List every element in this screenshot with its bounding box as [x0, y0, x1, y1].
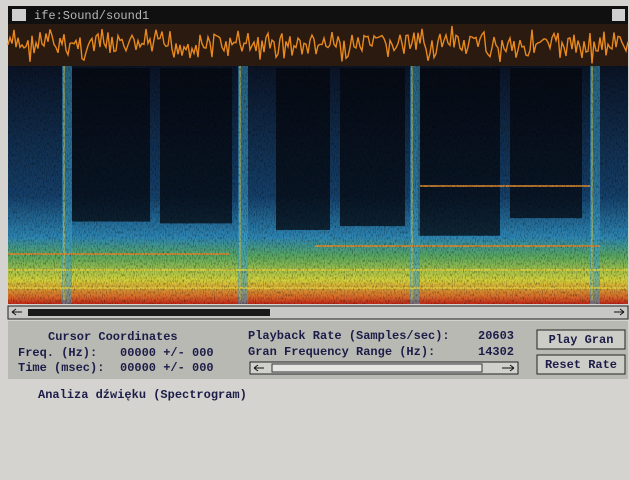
gran-value: 14302 — [478, 345, 514, 359]
time-value: 00000 +/- 000 — [120, 361, 214, 375]
time-label: Time (msec): — [18, 361, 104, 375]
window-title: ife:Sound/sound1 — [34, 9, 149, 23]
close-gadget[interactable] — [12, 9, 26, 21]
freq-label: Freq. (Hz): — [18, 346, 97, 360]
cursor-heading: Cursor Coordinates — [48, 330, 178, 344]
spectrogram-noise — [8, 66, 628, 304]
scrollbar-knob[interactable] — [28, 309, 270, 316]
freq-value: 00000 +/- 000 — [120, 346, 214, 360]
depth-gadget[interactable] — [612, 9, 625, 21]
gran-label: Gran Frequency Range (Hz): — [248, 345, 435, 359]
screenshot: ife:Sound/sound1 Cursor Coordinates Freq… — [0, 0, 630, 480]
gran-slider-knob[interactable] — [272, 364, 482, 372]
button-label[interactable]: Reset Rate — [545, 358, 617, 372]
caption: Analiza dźwięku (Spectrogram) — [38, 388, 247, 402]
playback-value: 20603 — [478, 329, 514, 343]
playback-label: Playback Rate (Samples/sec): — [248, 329, 450, 343]
button-label[interactable]: Play Gran — [549, 333, 614, 347]
